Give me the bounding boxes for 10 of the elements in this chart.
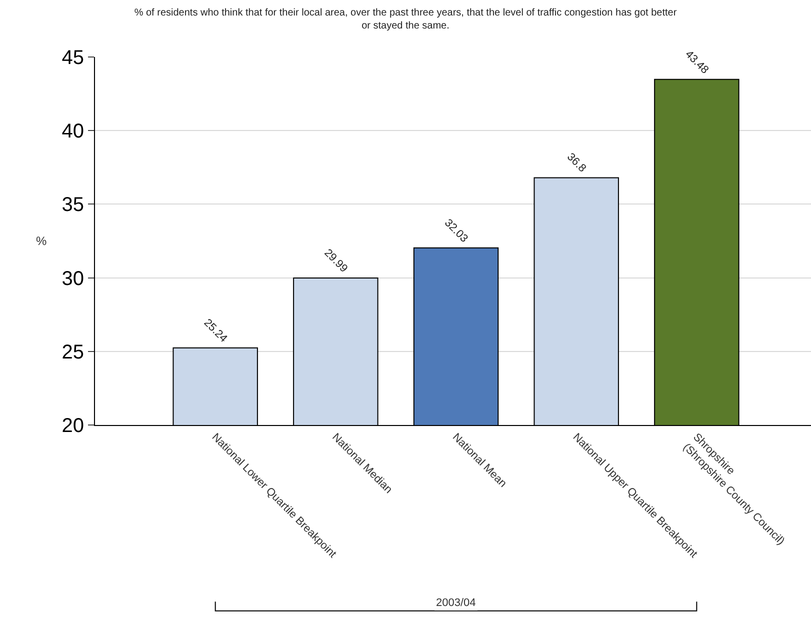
y-tick-label: 40 <box>62 120 84 143</box>
y-axis-title: % <box>36 234 47 248</box>
y-tick-label: 25 <box>62 341 84 364</box>
y-tick-label: 30 <box>62 268 84 290</box>
text: 2003/04 <box>436 597 476 609</box>
y-tick-label: 20 <box>62 415 84 437</box>
y-tick-label: 45 <box>62 47 84 69</box>
y-tick-label: 35 <box>62 194 84 216</box>
data-label: 36.8 <box>564 151 588 175</box>
chart-title: % of residents who think that for their local area, over the past three years, that the level of traffic congestion has got better or stayed the same. <box>134 8 678 32</box>
